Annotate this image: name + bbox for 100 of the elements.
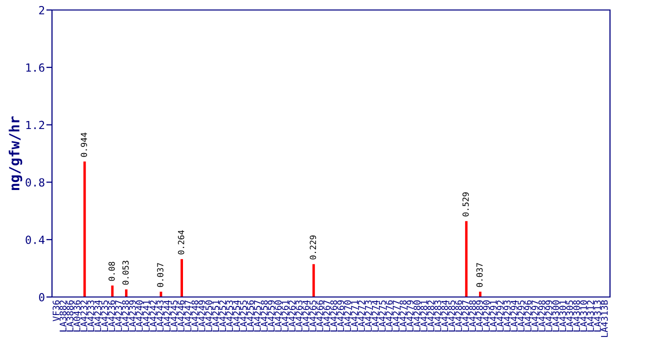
x-tick-label: LA4242 [150,300,157,332]
x-tick-label: LA4264 [302,300,310,332]
x-tick-label: LA4267 [323,300,330,332]
x-tick-label: LA4250 [205,300,212,332]
data-label: 0.037 [476,263,483,287]
x-tick-label: LA4308 [573,300,580,332]
x-tick-label: LA4297 [532,300,538,332]
x-tick-label: LA4260 [274,300,282,332]
x-tick-label: LA4248 [191,300,198,332]
x-tick-label: LA4258 [260,300,268,332]
bar [160,292,162,297]
x-tick-label: LA4313 [594,300,601,332]
x-tick-label: LA4236 [108,300,116,332]
x-tick-label: LA4249 [198,300,206,332]
data-label: 0.944 [80,132,88,157]
x-tick-label: LA4243 [156,300,164,332]
x-tick-label: VF36 [52,300,60,322]
x-tick-label: LA4285 [448,300,456,332]
x-tick-label: LA4283 [434,300,442,332]
x-tick-label: LA4289 [476,300,483,332]
bar [83,162,86,297]
x-tick-label: LA4262 [288,300,296,332]
x-tick-label: LA4281 [420,300,428,332]
bar [180,259,183,297]
x-tick-label: LA4234 [94,300,102,332]
x-tick-label: LA4247 [184,300,192,332]
x-tick-label: LA4272 [358,300,365,332]
x-tick-label: LA4256 [247,300,254,332]
x-tick-label: LA4291 [490,300,497,332]
x-tick-label: LA4253 [226,300,234,332]
x-tick-label: LA4288 [469,300,476,332]
x-tick-label: LA4246 [178,300,184,332]
x-tick-label: LA4261 [282,300,289,332]
x-tick-label: LA0436 [73,300,80,332]
x-tick-label: LA4298 [538,300,546,332]
x-tick-label: LA4270 [344,300,351,332]
bar [312,264,315,297]
x-tick-label: LA4280 [414,300,420,332]
x-tick-label: LA4293 [504,300,511,332]
x-tick-label: LA4245 [170,300,178,332]
x-tick-label: LA4240 [136,300,143,332]
data-label: 0.529 [462,192,469,216]
data-label: 0.08 [108,262,115,281]
y-tick-label: 1.6 [26,63,44,72]
y-tick-label: 1.2 [26,120,44,130]
x-tick-label: LA4251 [212,300,220,332]
x-tick-label: LA4263 [296,300,302,332]
x-tick-label: LA4274 [372,300,379,332]
x-tick-label: LA4232 [80,300,88,332]
x-tick-label: LA4278 [400,300,407,332]
x-tick-label: LA4294 [510,300,518,332]
y-tick-label: 0.4 [26,236,45,244]
data-label: 0.037 [157,263,164,287]
bar [125,289,128,297]
x-tick-label: LA4252 [219,300,226,332]
x-tick-label: LA4273 [364,300,372,332]
x-tick-label: LA4300 [552,300,560,332]
x-tick-label: LA4266 [316,300,324,332]
y-tick-label: 0 [39,293,44,302]
data-label: 0.264 [178,230,184,254]
x-tick-label: LA4279 [406,300,414,332]
x-tick-label: LA4244 [164,300,170,332]
x-tick-label: LA4235 [101,300,108,332]
x-tick-label: LA4276 [386,300,393,332]
x-tick-label: LA4254 [233,300,240,332]
x-tick-label: LA4292 [496,300,504,332]
x-tick-label: LA4265 [309,300,316,332]
bar [111,286,114,297]
x-tick-label: LA4310 [580,300,587,332]
x-tick-label: LA4237 [115,300,122,332]
x-tick-label: LA4286 [455,300,462,332]
x-tick-label: LA4282 [427,300,434,332]
x-tick-label: LA4296 [524,300,532,332]
x-tick-label: LA4299 [545,300,552,332]
x-tick-label: LA4295 [518,300,524,332]
x-tick-label: LA4284 [441,300,448,332]
y-tick-label: 0.8 [26,178,44,187]
bar [465,221,468,297]
x-tick-label: LA4233 [87,300,94,332]
x-tick-label: LA4301 [559,300,566,332]
x-tick-label: LA4313B [600,300,608,337]
data-label: 0.229 [310,235,316,260]
y-tick-label: 2 [39,6,44,14]
bar [479,292,482,297]
x-tick-label: LA4239 [129,300,136,332]
x-tick-label: LA4305 [566,300,574,332]
x-tick-label: LA3886 [66,300,74,332]
y-axis-title: ng/gfw/hr [8,116,22,190]
x-tick-label: LA3882 [60,300,66,332]
x-tick-label: LA4290 [482,300,490,332]
x-tick-label: LA4268 [330,300,338,332]
data-label: 0.053 [122,260,129,285]
x-tick-label: LA4241 [142,300,150,332]
x-tick-label: LA4275 [378,300,386,332]
x-tick-label: LA4287 [462,300,469,332]
x-tick-label: LA4255 [240,300,247,332]
x-tick-label: LA4257 [254,300,261,332]
x-tick-label: LA4269 [337,300,344,332]
x-tick-label: LA4259 [268,300,275,332]
x-tick-label: LA4238 [122,300,129,332]
